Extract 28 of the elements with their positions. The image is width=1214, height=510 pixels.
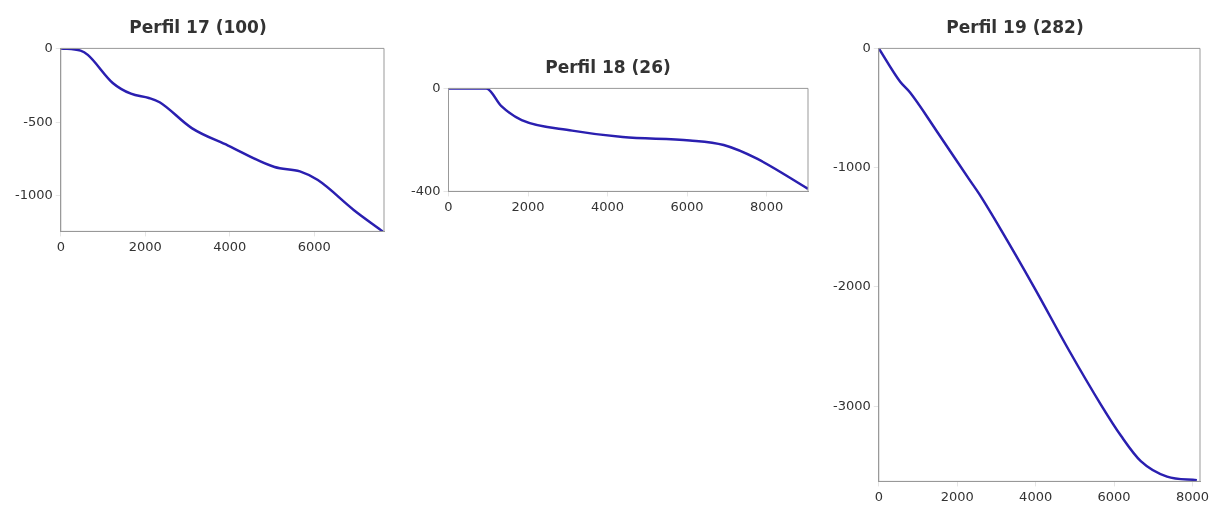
- y-tick-label: -2000: [832, 278, 871, 294]
- x-tick-label: 2000: [128, 238, 162, 254]
- x-tick-label: 4000: [591, 198, 625, 214]
- chart-title: Perfil 18 (26): [545, 56, 671, 77]
- x-tick-label: 6000: [670, 198, 704, 214]
- x-tick-label: 4000: [1019, 488, 1053, 504]
- y-tick-label: -500: [23, 113, 53, 129]
- line-series: [60, 48, 384, 232]
- x-tick-label: 8000: [1176, 488, 1210, 504]
- x-tick-label: 0: [874, 488, 883, 504]
- y-tick-label: -400: [410, 182, 441, 198]
- x-tick-label: 4000: [213, 238, 247, 254]
- y-tick-label: -1000: [14, 187, 53, 203]
- x-tick-label: 6000: [297, 238, 331, 254]
- x-tick-label: 2000: [940, 488, 974, 504]
- x-tick-label: 0: [444, 198, 453, 214]
- y-tick-label: -1000: [832, 159, 871, 175]
- y-tick-label: 0: [862, 39, 871, 55]
- line-series: [448, 88, 808, 191]
- y-tick-label: -3000: [832, 397, 871, 413]
- line-series: [878, 48, 1199, 482]
- x-tick-label: 6000: [1097, 488, 1131, 504]
- chart-title: Perfil 17 (100): [129, 16, 267, 37]
- x-tick-label: 0: [56, 238, 65, 254]
- chart-title: Perfil 19 (282): [946, 16, 1084, 37]
- x-tick-label: 2000: [511, 198, 545, 214]
- x-tick-label: 8000: [750, 198, 784, 214]
- y-tick-label: 0: [44, 39, 53, 55]
